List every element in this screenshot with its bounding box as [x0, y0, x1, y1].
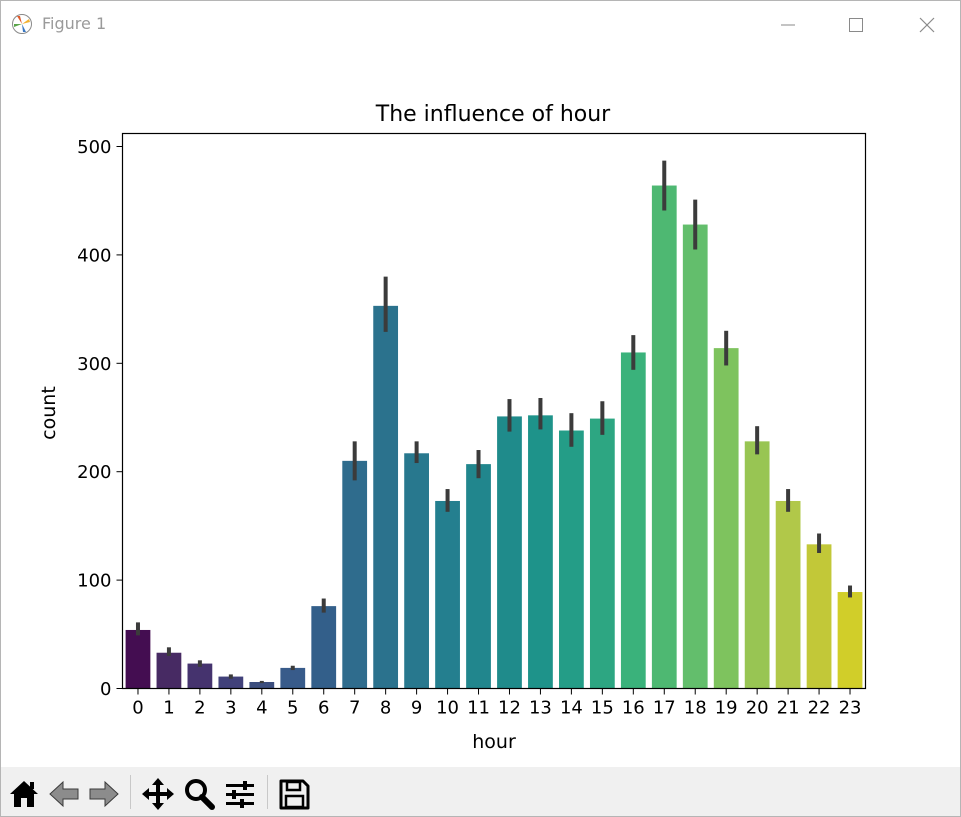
x-tick-label: 13: [529, 698, 552, 719]
bar-hour-5: [280, 667, 306, 689]
bar-hour-17: [651, 185, 677, 689]
zoom-button[interactable]: [182, 777, 216, 811]
bar-hour-21: [775, 500, 801, 689]
y-tick-label: 0: [100, 679, 111, 700]
window-title: Figure 1: [42, 14, 107, 33]
x-tick-label: 22: [808, 698, 831, 719]
y-tick-label: 300: [77, 354, 111, 375]
y-tick-label: 400: [77, 245, 111, 266]
save-icon: [279, 779, 310, 810]
close-icon: [919, 17, 935, 33]
x-tick-label: 8: [380, 698, 391, 719]
x-tick-label: 23: [839, 698, 862, 719]
configure-subplots-icon: [226, 781, 254, 808]
x-tick-label: 19: [715, 698, 738, 719]
navigation-toolbar: [1, 767, 960, 816]
configure-subplots-button[interactable]: [223, 777, 257, 811]
x-axis-label: hour: [472, 731, 516, 753]
error-bars-group: [135, 160, 853, 684]
x-tick-label: 4: [256, 698, 267, 719]
bar-hour-2: [187, 663, 213, 689]
bar-hour-3: [218, 676, 244, 689]
x-tick-label: 0: [132, 698, 143, 719]
y-tick-label: 500: [77, 137, 111, 158]
bar-hour-19: [713, 348, 739, 689]
bar-hour-10: [435, 500, 460, 689]
bar-hour-0: [125, 629, 151, 689]
bar-hour-14: [559, 430, 584, 689]
back-button[interactable]: [47, 777, 81, 811]
x-tick-label: 5: [287, 698, 298, 719]
x-tick-label: 21: [777, 698, 800, 719]
home-button[interactable]: [7, 777, 41, 811]
bars-group: [125, 185, 863, 689]
bar-hour-15: [589, 418, 615, 689]
close-button[interactable]: [905, 9, 951, 41]
forward-icon: [89, 780, 119, 808]
bar-hour-18: [682, 224, 708, 689]
title-bar: Figure 1: [1, 1, 960, 47]
chart-title: The influence of hour: [375, 102, 611, 127]
bar-hour-12: [497, 416, 522, 689]
x-tick-label: 10: [436, 698, 459, 719]
x-tick-label: 9: [411, 698, 422, 719]
bar-hour-9: [404, 453, 429, 689]
forward-button[interactable]: [87, 777, 121, 811]
x-tick-label: 14: [560, 698, 583, 719]
bar-hour-7: [342, 460, 368, 689]
minimize-button[interactable]: [765, 9, 811, 41]
x-tick-label: 16: [622, 698, 645, 719]
bar-hour-11: [466, 464, 491, 689]
bar-hour-8: [373, 305, 399, 689]
x-tick-label: 11: [467, 698, 490, 719]
y-ticks-group: 0 100 200 300 400 500: [77, 137, 123, 700]
plot-canvas[interactable]: The influence of hour 0 100 200 300 400 500 0…: [1, 47, 960, 767]
bar-hour-22: [806, 544, 832, 689]
y-axis-label: count: [38, 386, 60, 440]
x-tick-label: 1: [163, 698, 174, 719]
x-tick-label: 17: [653, 698, 676, 719]
x-tick-label: 18: [684, 698, 707, 719]
bar-hour-13: [528, 415, 553, 689]
x-tick-label: 2: [194, 698, 205, 719]
maximize-button[interactable]: [833, 9, 879, 41]
save-button[interactable]: [277, 777, 311, 811]
pan-button[interactable]: [141, 777, 175, 811]
y-tick-label: 100: [77, 571, 111, 592]
x-tick-label: 6: [318, 698, 329, 719]
zoom-icon: [185, 779, 215, 810]
x-tick-label: 20: [746, 698, 769, 719]
axes-frame: [121, 132, 867, 690]
home-icon: [10, 781, 38, 807]
bar-hour-4: [249, 682, 275, 689]
back-icon: [49, 780, 79, 808]
x-tick-label: 12: [498, 698, 521, 719]
x-tick-label: 7: [349, 698, 360, 719]
bar-hour-23: [837, 592, 863, 689]
bar-hour-1: [156, 652, 182, 689]
y-tick-label: 200: [77, 462, 111, 483]
bar-hour-16: [620, 352, 646, 689]
x-tick-label: 15: [591, 698, 614, 719]
x-ticks-group: 0 1 2 3 4 5 6 7 8 9 10 11 12 13 14 15 16 17 18 19 20 21 22 23: [132, 688, 862, 719]
pan-icon: [142, 778, 174, 810]
bar-hour-20: [744, 441, 770, 689]
x-tick-label: 3: [225, 698, 236, 719]
minimize-icon: [781, 24, 795, 26]
bar-hour-6: [311, 606, 337, 689]
toolbar-separator: [267, 775, 268, 809]
matplotlib-icon: [11, 13, 33, 35]
toolbar-separator: [130, 775, 131, 809]
maximize-icon: [849, 18, 863, 32]
